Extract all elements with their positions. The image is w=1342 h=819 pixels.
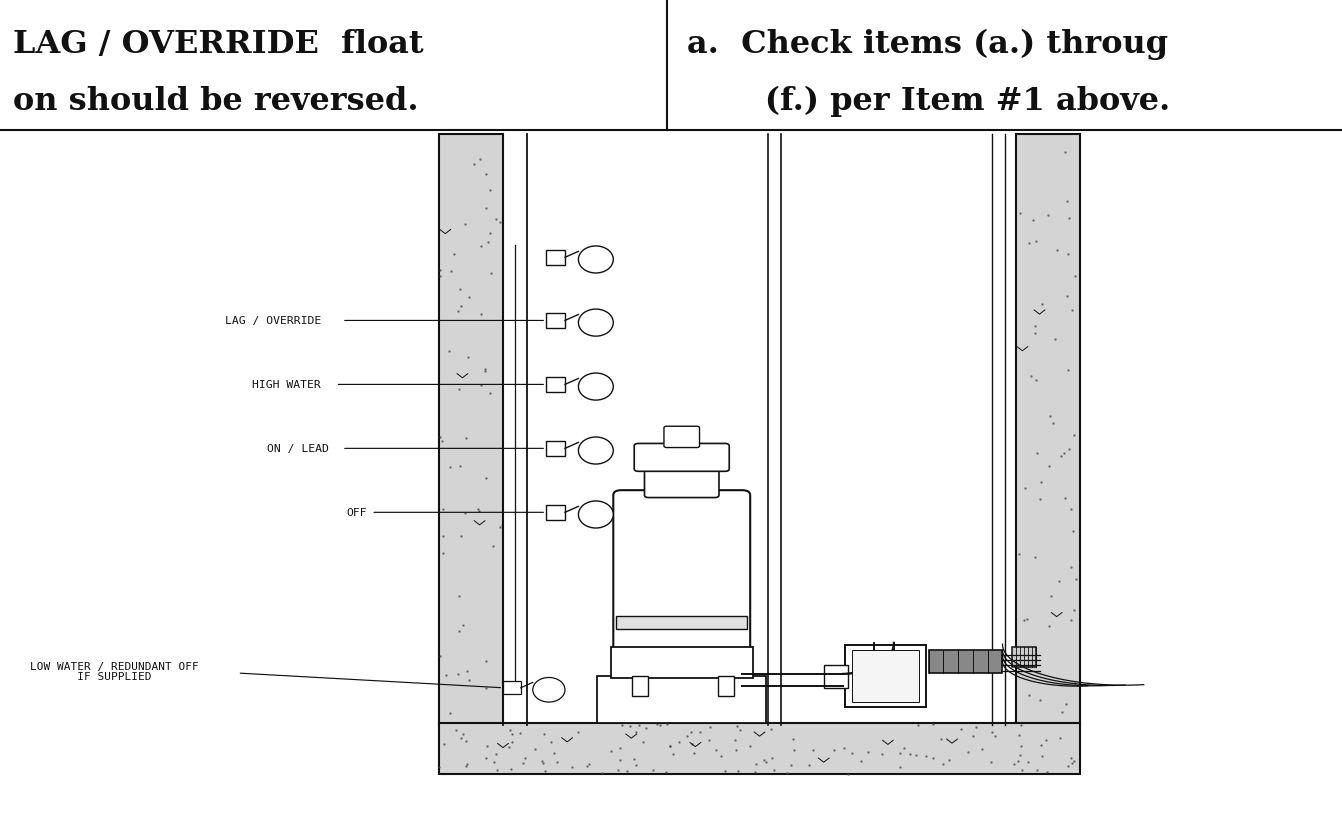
Bar <box>546 441 565 456</box>
Ellipse shape <box>578 437 613 464</box>
Text: ON / LEAD: ON / LEAD <box>267 444 329 454</box>
Bar <box>852 650 919 702</box>
Bar <box>824 665 848 688</box>
FancyBboxPatch shape <box>613 491 750 652</box>
Bar <box>718 676 734 696</box>
Text: a.  Check items (a.) throug: a. Check items (a.) throug <box>687 29 1169 60</box>
Text: HIGH WATER: HIGH WATER <box>252 380 321 390</box>
Text: on should be reversed.: on should be reversed. <box>13 86 419 117</box>
Bar <box>546 505 565 520</box>
FancyBboxPatch shape <box>664 427 699 448</box>
Ellipse shape <box>533 677 565 702</box>
Bar <box>503 681 521 695</box>
Text: LAG / OVERRIDE: LAG / OVERRIDE <box>225 316 322 326</box>
Ellipse shape <box>578 247 613 274</box>
Bar <box>611 647 753 678</box>
Bar <box>546 378 565 392</box>
Bar <box>632 676 648 696</box>
Bar <box>1016 135 1080 725</box>
Text: (f.) per Item #1 above.: (f.) per Item #1 above. <box>687 86 1170 117</box>
FancyBboxPatch shape <box>644 467 719 498</box>
Bar <box>597 676 766 723</box>
Ellipse shape <box>578 373 613 400</box>
Ellipse shape <box>578 310 613 337</box>
Bar <box>439 135 503 725</box>
Text: OFF: OFF <box>346 508 366 518</box>
Text: IF SUPPLIED: IF SUPPLIED <box>30 672 152 681</box>
Bar <box>929 650 1002 673</box>
Bar <box>439 723 1080 774</box>
Bar <box>546 251 565 265</box>
Text: LOW WATER / REDUNDANT OFF: LOW WATER / REDUNDANT OFF <box>30 662 199 672</box>
Bar <box>616 617 747 629</box>
Bar <box>845 645 926 707</box>
Bar <box>546 314 565 328</box>
Ellipse shape <box>578 501 613 528</box>
Bar <box>1012 648 1036 667</box>
Text: LAG / OVERRIDE  float: LAG / OVERRIDE float <box>13 29 424 60</box>
FancyBboxPatch shape <box>635 444 729 472</box>
